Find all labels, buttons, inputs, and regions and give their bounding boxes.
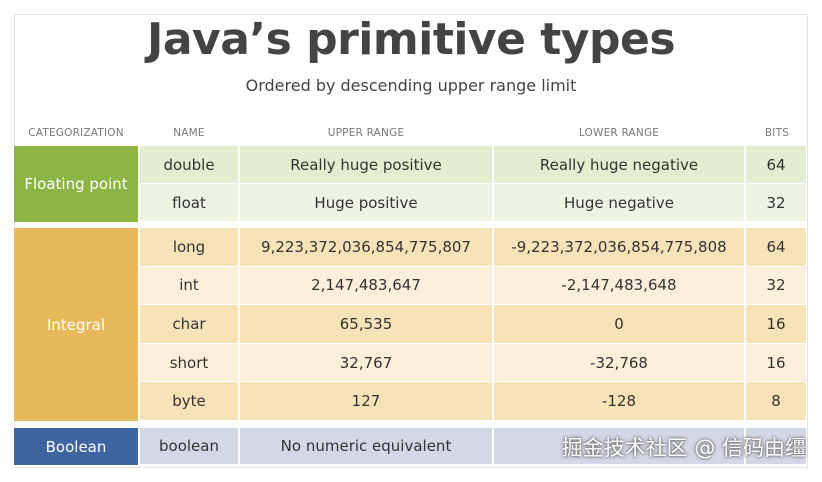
column-header-bits: BITS (764, 127, 790, 139)
category-floating-point: Floating point (14, 146, 138, 222)
cell-double-bits: 64 (746, 146, 806, 183)
cell-byte-bits: 8 (746, 382, 806, 420)
cell-char-name: char (140, 305, 238, 343)
cell-char-bits: 16 (746, 305, 806, 343)
cell-float-bits: 32 (746, 184, 806, 221)
cell-int-name: int (140, 266, 238, 305)
column-header-lower-range: LOWER RANGE (578, 127, 660, 139)
cell-boolean-upper: No numeric equivalent (240, 428, 492, 464)
column-header-name: NAME (173, 127, 205, 139)
watermark: 掘金技术社区 @ 信码由缰 (561, 436, 806, 460)
cell-float-name: float (140, 184, 238, 221)
cell-short-upper: 32,767 (240, 343, 492, 382)
cell-char-upper: 65,535 (240, 305, 492, 343)
cell-int-upper: 2,147,483,647 (240, 266, 492, 305)
cell-boolean-name: boolean (140, 428, 238, 464)
cell-int-bits: 32 (746, 266, 806, 305)
category-boolean: Boolean (14, 428, 138, 465)
cell-double-upper: Really huge positive (240, 146, 492, 183)
chart-title: Java’s primitive types (146, 14, 676, 65)
column-header-categorization: CATEGORIZATION (28, 127, 124, 139)
category-integral: Integral (14, 228, 138, 421)
cell-long-bits: 64 (746, 228, 806, 266)
cell-long-name: long (140, 228, 238, 266)
cell-float-lower: Huge negative (494, 184, 744, 221)
cell-short-lower: -32,768 (494, 343, 744, 382)
cell-double-name: double (140, 146, 238, 183)
cell-boolean-lower (494, 428, 744, 464)
cell-short-name: short (140, 343, 238, 382)
cell-int-lower: -2,147,483,648 (494, 266, 744, 305)
cell-byte-upper: 127 (240, 382, 492, 420)
cell-float-upper: Huge positive (240, 184, 492, 221)
cell-long-upper: 9,223,372,036,854,775,807 (240, 228, 492, 266)
cell-boolean-bits (746, 428, 806, 464)
cell-byte-name: byte (140, 382, 238, 420)
column-header-upper-range: UPPER RANGE (327, 127, 405, 139)
cell-long-lower: -9,223,372,036,854,775,808 (494, 228, 744, 266)
cell-short-bits: 16 (746, 343, 806, 382)
cell-byte-lower: -128 (494, 382, 744, 420)
cell-char-lower: 0 (494, 305, 744, 343)
chart-subtitle: Ordered by descending upper range limit (245, 76, 577, 95)
cell-double-lower: Really huge negative (494, 146, 744, 183)
